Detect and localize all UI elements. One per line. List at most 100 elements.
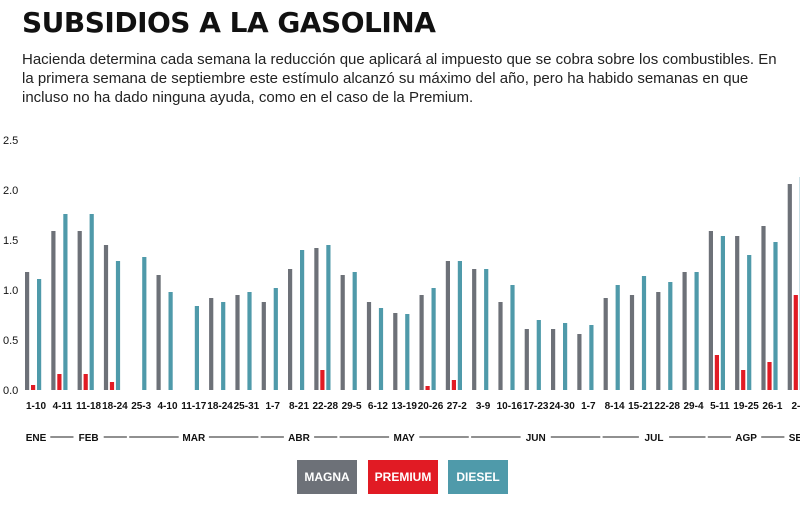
bar-magna xyxy=(340,275,345,390)
bar-premium xyxy=(109,382,115,390)
x-tick-label: 24-30 xyxy=(549,401,575,412)
bar-magna xyxy=(787,184,792,390)
bar-premium xyxy=(320,370,325,390)
x-tick-label: 17-23 xyxy=(523,401,549,412)
bar-diesel xyxy=(405,314,410,390)
month-label: JUN xyxy=(526,433,546,444)
x-tick-label: 26-1 xyxy=(762,401,782,412)
bar-magna xyxy=(103,245,109,390)
bar-premium xyxy=(83,374,88,390)
bar-diesel xyxy=(352,272,357,390)
bar-premium xyxy=(451,380,456,390)
x-tick-label: 8-21 xyxy=(289,401,309,412)
bar-magna xyxy=(314,248,319,390)
bar-magna xyxy=(708,231,713,390)
bar-diesel xyxy=(221,302,226,390)
bar-magna xyxy=(419,295,424,390)
x-tick-label: 4-11 xyxy=(53,401,73,412)
bar-magna xyxy=(156,275,161,390)
bar-magna xyxy=(472,269,477,390)
month-label: MAR xyxy=(182,433,206,444)
x-tick-label: 10-16 xyxy=(497,401,523,412)
bar-diesel xyxy=(194,306,199,390)
bar-diesel xyxy=(536,320,541,390)
bar-magna xyxy=(629,295,635,390)
x-tick-label: 2-8 xyxy=(791,401,800,412)
x-tick-label: 11-18 xyxy=(76,401,101,412)
bar-diesel xyxy=(168,292,173,390)
bar-premium xyxy=(793,295,798,390)
x-tick-label: 19-25 xyxy=(733,401,759,412)
x-tick-label: 1-7 xyxy=(265,401,280,412)
bar-diesel xyxy=(668,282,673,390)
x-tick-label: 29-5 xyxy=(342,401,362,412)
bar-magna xyxy=(25,272,30,390)
bar-magna xyxy=(656,292,661,390)
bar-magna xyxy=(761,226,766,390)
bar-diesel xyxy=(615,285,620,390)
y-tick-label: 0.0 xyxy=(3,385,18,397)
y-tick-label: 2.0 xyxy=(3,185,18,197)
bar-diesel xyxy=(773,242,778,390)
bar-magna xyxy=(603,298,608,390)
bar-magna xyxy=(445,261,450,390)
bar-diesel xyxy=(694,272,699,390)
x-tick-label: 11-17 xyxy=(181,401,206,412)
x-tick-label: 1-7 xyxy=(581,401,596,412)
bar-diesel xyxy=(273,288,278,390)
y-axis: 0.0 0.5 1.0 1.5 2.0 2.5 xyxy=(3,135,18,397)
bar-diesel xyxy=(326,245,331,390)
legend-premium: PREMIUM xyxy=(368,460,438,494)
bar-magna xyxy=(235,295,240,390)
bar-premium xyxy=(31,385,36,390)
x-tick-label: 27-2 xyxy=(447,401,467,412)
bar-diesel xyxy=(563,323,568,390)
bar-premium xyxy=(425,386,430,390)
bar-diesel xyxy=(720,236,725,390)
x-tick-label: 18-24 xyxy=(102,401,128,412)
month-label: AGP xyxy=(735,433,757,444)
x-tick-label: 29-4 xyxy=(683,401,703,412)
x-tick-label: 1-10 xyxy=(26,401,46,412)
y-tick-label: 2.5 xyxy=(3,135,18,147)
bar-diesel xyxy=(89,214,94,390)
bar-magna xyxy=(288,269,293,390)
bar-premium xyxy=(714,355,719,390)
bar-magna xyxy=(77,231,82,390)
bar-diesel xyxy=(247,292,252,390)
x-tick-label: 22-28 xyxy=(313,401,339,412)
month-label: SEP xyxy=(789,433,800,444)
x-tick-label: 20-26 xyxy=(418,401,444,412)
y-tick-label: 0.5 xyxy=(3,335,18,347)
x-tick-label: 25-3 xyxy=(131,401,151,412)
x-tick-label: 25-31 xyxy=(234,401,260,412)
bar-diesel xyxy=(115,261,121,390)
bars xyxy=(25,177,800,390)
x-tick-label: 18-24 xyxy=(207,401,233,412)
bar-diesel xyxy=(589,325,594,390)
bar-magna xyxy=(735,236,740,390)
bar-magna xyxy=(51,231,56,390)
y-tick-label: 1.0 xyxy=(3,285,18,297)
month-label: JUL xyxy=(645,433,664,444)
bar-magna xyxy=(261,302,266,390)
bar-magna xyxy=(209,298,214,390)
bar-diesel xyxy=(457,261,462,390)
x-tick-label: 15-21 xyxy=(628,401,654,412)
bar-magna xyxy=(393,313,398,390)
month-label: MAY xyxy=(394,433,416,444)
bar-diesel xyxy=(641,276,647,390)
bar-diesel xyxy=(510,285,515,390)
bar-premium xyxy=(767,362,772,390)
bar-diesel xyxy=(142,257,147,390)
bar-premium xyxy=(741,370,746,390)
x-tick-label: 4-10 xyxy=(157,401,177,412)
month-label: FEB xyxy=(79,433,99,444)
bar-magna xyxy=(366,302,372,390)
x-tick-label: 3-9 xyxy=(476,401,491,412)
bar-premium xyxy=(57,374,62,390)
bar-diesel xyxy=(300,250,305,390)
x-tick-label: 22-28 xyxy=(654,401,680,412)
bar-diesel xyxy=(378,308,384,390)
